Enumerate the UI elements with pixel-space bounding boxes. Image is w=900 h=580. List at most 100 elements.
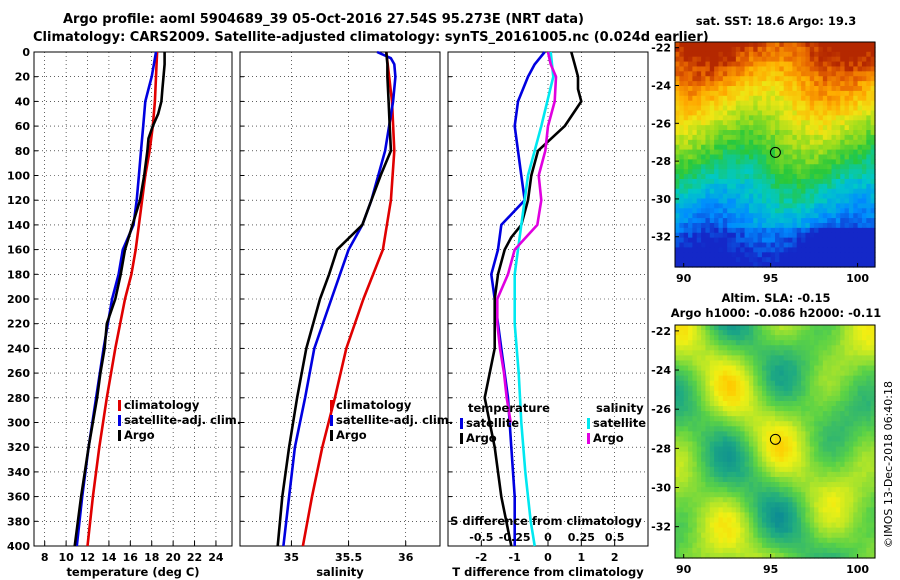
map-cell bbox=[840, 380, 846, 387]
map-cell bbox=[857, 257, 863, 263]
map-cell bbox=[766, 100, 772, 107]
map-xtick-label-sst_map: 100 bbox=[846, 272, 869, 285]
map-cell bbox=[761, 492, 767, 498]
map-cell bbox=[870, 81, 876, 87]
map-cell bbox=[857, 406, 863, 412]
map-cell bbox=[770, 149, 776, 156]
map-cell bbox=[748, 441, 754, 448]
map-cell bbox=[775, 325, 780, 331]
map-cell bbox=[840, 125, 846, 131]
map-cell bbox=[831, 90, 837, 97]
map-cell bbox=[866, 527, 872, 534]
map-cell bbox=[844, 431, 850, 438]
map-cell bbox=[761, 213, 767, 219]
map-cell bbox=[718, 507, 724, 514]
map-cell bbox=[848, 375, 854, 382]
map-cell bbox=[783, 169, 789, 175]
map-cell bbox=[861, 471, 867, 478]
map-cell bbox=[735, 431, 741, 438]
map-cell bbox=[731, 134, 737, 141]
map-cell bbox=[775, 242, 780, 249]
map-cell bbox=[757, 456, 763, 463]
map-cell bbox=[753, 169, 759, 175]
map-cell bbox=[801, 340, 807, 346]
map-cell bbox=[809, 120, 815, 126]
map-ytick-label-sla_map: -32 bbox=[651, 521, 671, 534]
map-cell bbox=[748, 507, 754, 514]
map-cell bbox=[722, 441, 728, 448]
map-cell bbox=[714, 247, 720, 253]
map-cell bbox=[714, 95, 720, 102]
map-cell bbox=[757, 51, 763, 58]
map-cell bbox=[688, 51, 693, 58]
map-cell bbox=[718, 105, 724, 112]
map-cell bbox=[753, 110, 759, 116]
map-cell bbox=[709, 421, 715, 427]
map-cell bbox=[783, 134, 789, 141]
map-cell bbox=[718, 51, 724, 58]
map-cell bbox=[788, 522, 793, 529]
map-cell bbox=[814, 416, 820, 422]
map-cell bbox=[683, 56, 689, 63]
map-cell bbox=[775, 42, 780, 48]
map-cell bbox=[818, 441, 824, 448]
map-cell bbox=[822, 90, 828, 97]
map-cell bbox=[866, 436, 872, 443]
map-cell bbox=[735, 451, 741, 458]
map-cell bbox=[709, 395, 715, 402]
map-cell bbox=[792, 532, 798, 539]
map-cell bbox=[714, 380, 720, 387]
map-cell bbox=[788, 517, 793, 524]
map-cell bbox=[818, 46, 824, 53]
map-cell bbox=[679, 517, 685, 524]
map-cell bbox=[709, 86, 715, 92]
map-cell bbox=[696, 188, 702, 195]
map-cell bbox=[840, 390, 846, 397]
map-cell bbox=[692, 350, 698, 356]
map-cell bbox=[788, 497, 793, 503]
map-cell bbox=[827, 125, 833, 131]
map-cell bbox=[861, 335, 867, 341]
map-cell bbox=[827, 237, 833, 244]
map-cell bbox=[718, 213, 724, 219]
map-cell bbox=[796, 375, 802, 382]
map-cell bbox=[861, 431, 867, 438]
map-cell bbox=[757, 542, 763, 549]
map-cell bbox=[709, 95, 715, 102]
map-cell bbox=[701, 542, 707, 549]
map-cell bbox=[770, 51, 776, 58]
map-cell bbox=[805, 537, 811, 544]
map-cell bbox=[792, 487, 798, 493]
map-cell bbox=[857, 262, 863, 268]
map-cell bbox=[840, 441, 846, 448]
map-cell bbox=[783, 46, 789, 53]
map-cell bbox=[831, 330, 837, 336]
map-cell bbox=[805, 42, 811, 48]
map-cell bbox=[801, 380, 807, 387]
map-cell bbox=[801, 375, 807, 382]
map-cell bbox=[727, 42, 733, 48]
map-cell bbox=[835, 476, 841, 483]
map-cell bbox=[709, 125, 715, 131]
map-cell bbox=[679, 446, 685, 453]
map-cell bbox=[801, 139, 807, 146]
map-cell bbox=[857, 42, 863, 48]
map-cell bbox=[757, 257, 763, 263]
map-cell bbox=[853, 431, 859, 438]
map-cell bbox=[857, 208, 863, 214]
map-cell bbox=[688, 115, 693, 121]
map-cell bbox=[679, 537, 685, 544]
map-cell bbox=[757, 502, 763, 508]
map-cell bbox=[679, 406, 685, 412]
map-cell bbox=[740, 42, 746, 48]
map-cell bbox=[840, 188, 846, 195]
map-cell bbox=[809, 487, 815, 493]
legend-label-salinity: climatology bbox=[336, 398, 412, 412]
map-cell bbox=[792, 507, 798, 514]
map-cell bbox=[696, 193, 702, 200]
map-cell bbox=[692, 227, 698, 234]
map-cell bbox=[731, 95, 737, 102]
map-cell bbox=[831, 345, 837, 351]
map-cell bbox=[727, 46, 733, 53]
map-cell bbox=[848, 400, 854, 407]
